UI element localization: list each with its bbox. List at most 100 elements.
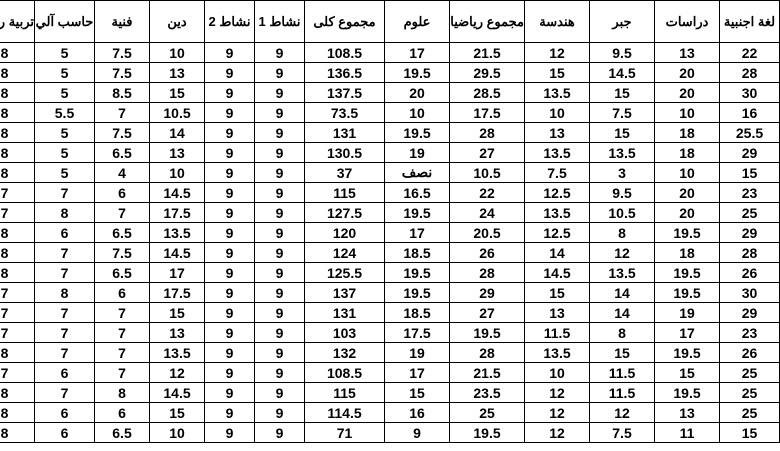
cell: 13 bbox=[524, 302, 590, 323]
cell: 9 bbox=[254, 202, 305, 223]
cell: 13.5 bbox=[524, 342, 590, 363]
cell: 15 bbox=[654, 362, 720, 383]
cell: 9 bbox=[204, 302, 255, 323]
cell: 8 bbox=[94, 382, 150, 403]
cell: 25 bbox=[719, 382, 780, 403]
cell: 13 bbox=[149, 62, 205, 83]
cell: 9 bbox=[254, 42, 305, 63]
cell: 7.5 bbox=[94, 62, 150, 83]
cell: 15 bbox=[524, 282, 590, 303]
cell: 7 bbox=[0, 282, 35, 303]
cell: 13.5 bbox=[149, 222, 205, 243]
cell: 19.5 bbox=[384, 202, 450, 223]
cell: 7.5 bbox=[94, 122, 150, 143]
cell: 19.5 bbox=[384, 62, 450, 83]
cell: 9 bbox=[254, 262, 305, 283]
cell: 29 bbox=[719, 142, 780, 163]
cell: 22 bbox=[449, 182, 525, 203]
cell: 27 bbox=[449, 302, 525, 323]
cell: 15 bbox=[589, 82, 655, 103]
cell: 29 bbox=[719, 302, 780, 323]
table-row: 25 13 12 12 25 16 114.5 9 9 15 6 6 8 bbox=[0, 402, 780, 423]
cell: 15 bbox=[149, 402, 205, 423]
table-row: 25 20 10.5 13.5 24 19.5 127.5 9 9 17.5 7 8 7 bbox=[0, 202, 780, 223]
cell: 7.5 bbox=[589, 102, 655, 123]
cell: 15 bbox=[384, 382, 450, 403]
cell: 124 bbox=[304, 242, 385, 263]
cell: 23 bbox=[719, 182, 780, 203]
cell: 13.5 bbox=[524, 142, 590, 163]
cell: 8 bbox=[0, 402, 35, 423]
column-header: علوم bbox=[384, 0, 450, 43]
cell: 9 bbox=[204, 222, 255, 243]
cell: 17.5 bbox=[384, 322, 450, 343]
cell: 131 bbox=[304, 122, 385, 143]
cell: 15 bbox=[719, 162, 780, 183]
cell: 17 bbox=[384, 222, 450, 243]
cell: 14 bbox=[589, 282, 655, 303]
cell: 7 bbox=[34, 262, 95, 283]
cell: 14.5 bbox=[589, 62, 655, 83]
cell: 9 bbox=[204, 282, 255, 303]
cell: 28.5 bbox=[449, 82, 525, 103]
cell: 12.5 bbox=[524, 222, 590, 243]
cell: 15 bbox=[589, 122, 655, 143]
cell: 18 bbox=[654, 242, 720, 263]
cell: 9 bbox=[204, 322, 255, 343]
cell: 28 bbox=[449, 262, 525, 283]
table-row: 29 19 14 13 27 18.5 131 9 9 15 7 7 7 bbox=[0, 302, 780, 323]
cell: 131 bbox=[304, 302, 385, 323]
cell: 28 bbox=[449, 122, 525, 143]
cell: 73.5 bbox=[304, 102, 385, 123]
cell: 9 bbox=[254, 182, 305, 203]
cell: 132 bbox=[304, 342, 385, 363]
cell: 13 bbox=[654, 42, 720, 63]
cell: 19 bbox=[384, 142, 450, 163]
cell: 9 bbox=[204, 102, 255, 123]
cell: 6 bbox=[34, 362, 95, 383]
cell: 10 bbox=[149, 162, 205, 183]
cell: 13.5 bbox=[589, 142, 655, 163]
cell: نصف bbox=[384, 162, 450, 183]
cell: 5 bbox=[34, 82, 95, 103]
cell: 18.5 bbox=[384, 302, 450, 323]
column-header: نشاط 1 bbox=[254, 0, 305, 43]
column-header: جبر bbox=[589, 0, 655, 43]
cell: 8 bbox=[0, 42, 35, 63]
cell: 8 bbox=[0, 122, 35, 143]
cell: 19.5 bbox=[384, 262, 450, 283]
cell: 20 bbox=[384, 82, 450, 103]
cell: 7 bbox=[34, 242, 95, 263]
cell: 7 bbox=[94, 102, 150, 123]
cell: 17 bbox=[654, 322, 720, 343]
cell: 103 bbox=[304, 322, 385, 343]
cell: 6 bbox=[94, 182, 150, 203]
column-header: مجموع كلى bbox=[304, 0, 385, 43]
cell: 9 bbox=[254, 402, 305, 423]
cell: 26 bbox=[719, 342, 780, 363]
cell: 8 bbox=[0, 102, 35, 123]
cell: 19.5 bbox=[654, 222, 720, 243]
cell: 16 bbox=[719, 102, 780, 123]
cell: 8 bbox=[589, 222, 655, 243]
cell: 6.5 bbox=[94, 422, 150, 443]
cell: 17 bbox=[149, 262, 205, 283]
cell: 9 bbox=[254, 142, 305, 163]
cell: 7.5 bbox=[524, 162, 590, 183]
cell: 12 bbox=[524, 402, 590, 423]
cell: 8 bbox=[0, 162, 35, 183]
cell: 7 bbox=[0, 302, 35, 323]
cell: 7 bbox=[0, 362, 35, 383]
cell: 9 bbox=[204, 122, 255, 143]
column-header: فنية bbox=[94, 0, 150, 43]
cell: 28 bbox=[449, 342, 525, 363]
cell: 6.5 bbox=[94, 142, 150, 163]
cell: 8 bbox=[34, 202, 95, 223]
cell: 7 bbox=[0, 182, 35, 203]
cell: 137.5 bbox=[304, 82, 385, 103]
cell: 6 bbox=[94, 402, 150, 423]
cell: 7.5 bbox=[94, 242, 150, 263]
table-row: 29 19.5 8 12.5 20.5 17 120 9 9 13.5 6.5 6 8 bbox=[0, 222, 780, 243]
